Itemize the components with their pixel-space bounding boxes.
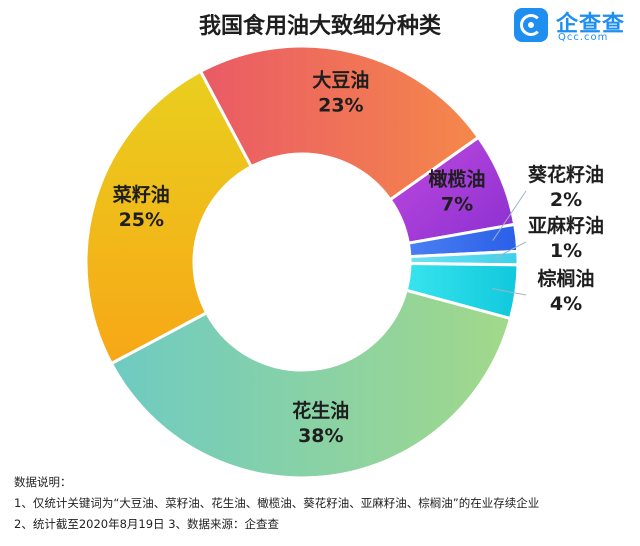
leader-line-3 (493, 241, 527, 259)
slice-value-0: 23% (318, 95, 363, 117)
slice-label-3: 亚麻籽油 (528, 214, 604, 237)
donut-slice-0 (198, 44, 481, 202)
logo: 企查查 Qcc.com (514, 6, 634, 46)
slice-label-2: 葵花籽油 (527, 163, 604, 186)
donut-slice-5 (109, 288, 513, 480)
slice-label-5: 花生油 (292, 399, 349, 422)
slice-value-2: 2% (550, 189, 582, 211)
logo-domain: Qcc.com (558, 32, 609, 43)
leader-line-2 (492, 190, 527, 241)
slice-value-3: 1% (550, 240, 582, 262)
data-notes: 数据说明： 1、仅统计关键词为“大豆油、菜籽油、花生油、橄榄油、葵花籽油、亚麻籽… (14, 472, 634, 535)
slice-label-1: 橄榄油 (429, 167, 486, 190)
notes-line-1: 1、仅统计关键词为“大豆油、菜籽油、花生油、橄榄油、葵花籽油、亚麻籽油、棕榈油”… (14, 496, 540, 510)
notes-header: 数据说明： (14, 475, 72, 489)
slice-label-4: 棕榈油 (537, 267, 594, 290)
leader-line-4 (492, 288, 527, 296)
slice-value-5: 38% (298, 425, 343, 447)
slice-label-6: 菜籽油 (112, 183, 170, 206)
slice-value-6: 25% (119, 209, 164, 231)
donut-slice-6 (84, 69, 254, 366)
chart-title: 我国食用油大致细分种类 (198, 14, 441, 39)
slice-value-4: 4% (550, 293, 582, 315)
qcc-logo-icon (514, 8, 548, 42)
logo-name: 企查查 (556, 12, 626, 37)
slice-value-1: 7% (441, 193, 473, 215)
slice-label-0: 大豆油 (312, 69, 369, 92)
notes-line-2: 2、统计截至2020年8月19日 3、数据来源：企查查 (14, 517, 280, 531)
